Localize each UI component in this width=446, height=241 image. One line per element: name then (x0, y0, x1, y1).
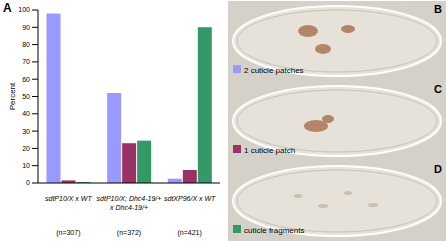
svg-text:2 cuticle patches: 2 cuticle patches (244, 66, 304, 75)
svg-text:sdtP10/X x WT: sdtP10/X x WT (45, 195, 92, 202)
svg-text:sdtXP96/X x WT: sdtXP96/X x WT (164, 195, 216, 202)
svg-text:sdtP10/X; Dhc4-19/+: sdtP10/X; Dhc4-19/+ (97, 195, 162, 202)
svg-text:B: B (434, 3, 442, 15)
svg-text:1 cuticle patch: 1 cuticle patch (244, 146, 295, 155)
svg-text:100: 100 (18, 6, 30, 13)
svg-text:(n=307): (n=307) (56, 229, 80, 237)
svg-text:0: 0 (26, 179, 30, 186)
svg-text:60: 60 (22, 76, 30, 83)
svg-text:10: 10 (22, 162, 30, 169)
svg-text:D: D (434, 163, 442, 175)
svg-text:20: 20 (22, 145, 30, 152)
svg-text:x Dhc4-19/+: x Dhc4-19/+ (109, 204, 148, 211)
svg-text:(n=421): (n=421) (178, 229, 202, 237)
svg-text:Percent: Percent (8, 82, 17, 110)
svg-text:cuticle fragments: cuticle fragments (244, 226, 304, 235)
svg-text:C: C (434, 83, 442, 95)
svg-text:50: 50 (22, 93, 30, 100)
svg-text:40: 40 (22, 110, 30, 117)
svg-text:70: 70 (22, 58, 30, 65)
svg-text:(n=372): (n=372) (117, 229, 141, 237)
svg-text:90: 90 (22, 24, 30, 31)
svg-text:30: 30 (22, 128, 30, 135)
html-text:A: A (3, 1, 12, 15)
svg-text:80: 80 (22, 41, 30, 48)
